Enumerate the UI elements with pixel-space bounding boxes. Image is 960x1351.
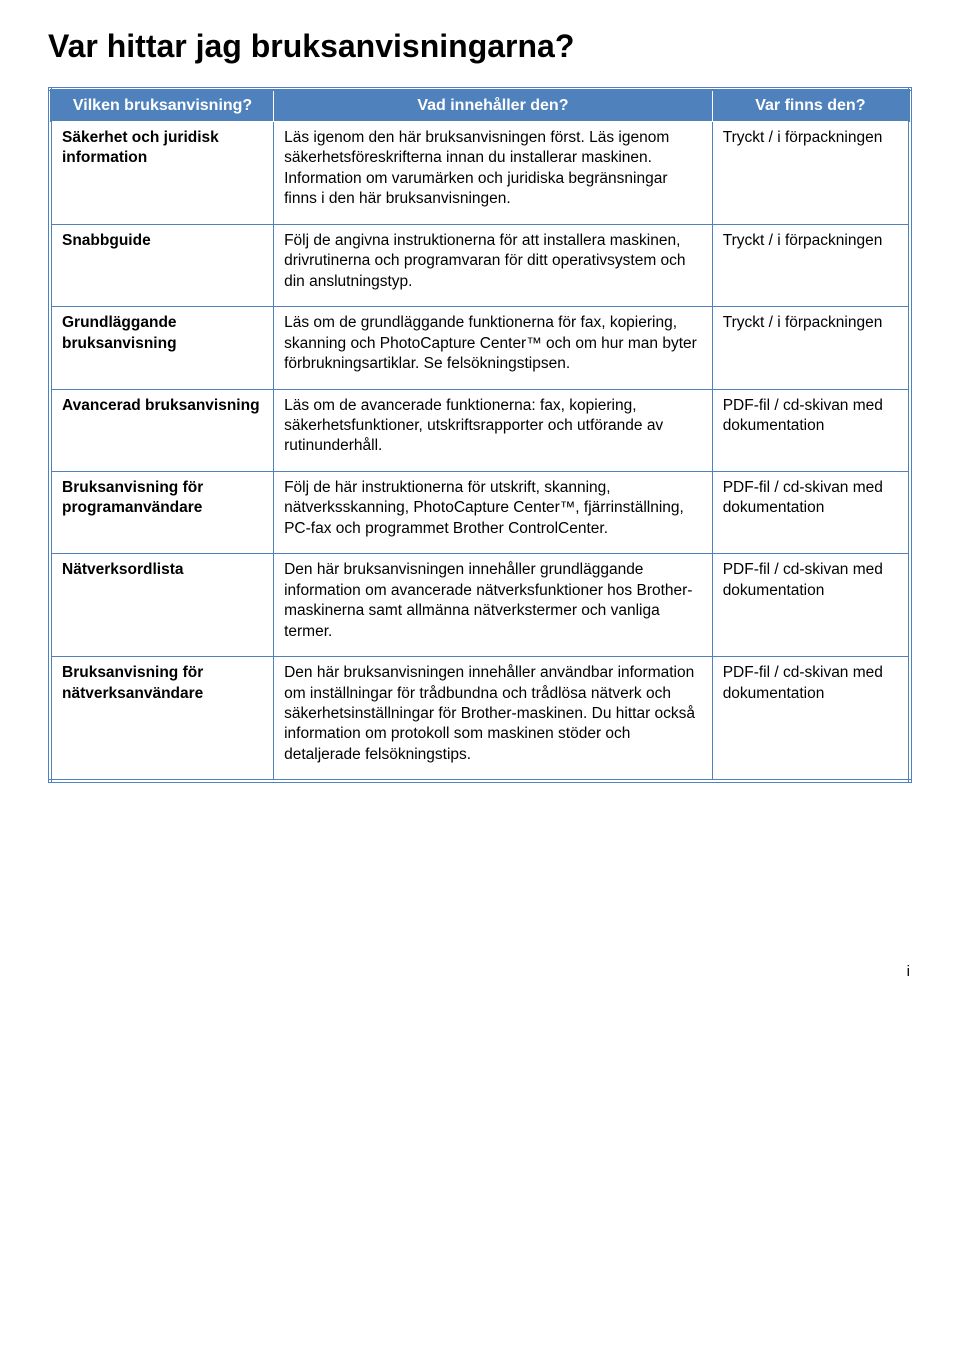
page-number: i	[48, 963, 912, 980]
col-header-where: Var finns den?	[712, 89, 910, 122]
cell-manual-desc: Följ de här instruktionerna för utskrift…	[274, 471, 713, 553]
table-row: Säkerhet och juridisk information Läs ig…	[50, 122, 910, 225]
page-title: Var hittar jag bruksanvisningarna?	[48, 28, 912, 65]
cell-manual-where: PDF-fil / cd-skivan med dokumentation	[712, 389, 910, 471]
cell-manual-name: Nätverksordlista	[50, 554, 274, 657]
cell-manual-desc: Läs om de grundläggande funktionerna för…	[274, 307, 713, 389]
table-row: Avancerad bruksanvisning Läs om de avanc…	[50, 389, 910, 471]
cell-manual-desc: Den här bruksanvisningen innehåller anvä…	[274, 657, 713, 782]
cell-manual-desc: Den här bruksanvisningen innehåller grun…	[274, 554, 713, 657]
table-row: Snabbguide Följ de angivna instruktioner…	[50, 224, 910, 306]
table-row: Grundläggande bruksanvisning Läs om de g…	[50, 307, 910, 389]
cell-manual-name: Bruksanvisning för nätverksanvändare	[50, 657, 274, 782]
cell-manual-where: Tryckt / i förpackningen	[712, 224, 910, 306]
col-header-what: Vad innehåller den?	[274, 89, 713, 122]
table-row: Nätverksordlista Den här bruksanvisninge…	[50, 554, 910, 657]
cell-manual-name: Avancerad bruksanvisning	[50, 389, 274, 471]
cell-manual-name: Säkerhet och juridisk information	[50, 122, 274, 225]
cell-manual-where: PDF-fil / cd-skivan med dokumentation	[712, 554, 910, 657]
cell-manual-where: Tryckt / i förpackningen	[712, 307, 910, 389]
cell-manual-name: Grundläggande bruksanvisning	[50, 307, 274, 389]
cell-manual-name: Snabbguide	[50, 224, 274, 306]
table-row: Bruksanvisning för programanvändare Följ…	[50, 471, 910, 553]
cell-manual-desc: Läs igenom den här bruksanvisningen förs…	[274, 122, 713, 225]
cell-manual-name: Bruksanvisning för programanvändare	[50, 471, 274, 553]
col-header-which: Vilken bruksanvisning?	[50, 89, 274, 122]
cell-manual-desc: Följ de angivna instruktionerna för att …	[274, 224, 713, 306]
manuals-table: Vilken bruksanvisning? Vad innehåller de…	[48, 87, 912, 783]
cell-manual-where: PDF-fil / cd-skivan med dokumentation	[712, 657, 910, 782]
cell-manual-desc: Läs om de avancerade funktionerna: fax, …	[274, 389, 713, 471]
cell-manual-where: Tryckt / i förpackningen	[712, 122, 910, 225]
cell-manual-where: PDF-fil / cd-skivan med dokumentation	[712, 471, 910, 553]
table-row: Bruksanvisning för nätverksanvändare Den…	[50, 657, 910, 782]
table-header-row: Vilken bruksanvisning? Vad innehåller de…	[50, 89, 910, 122]
